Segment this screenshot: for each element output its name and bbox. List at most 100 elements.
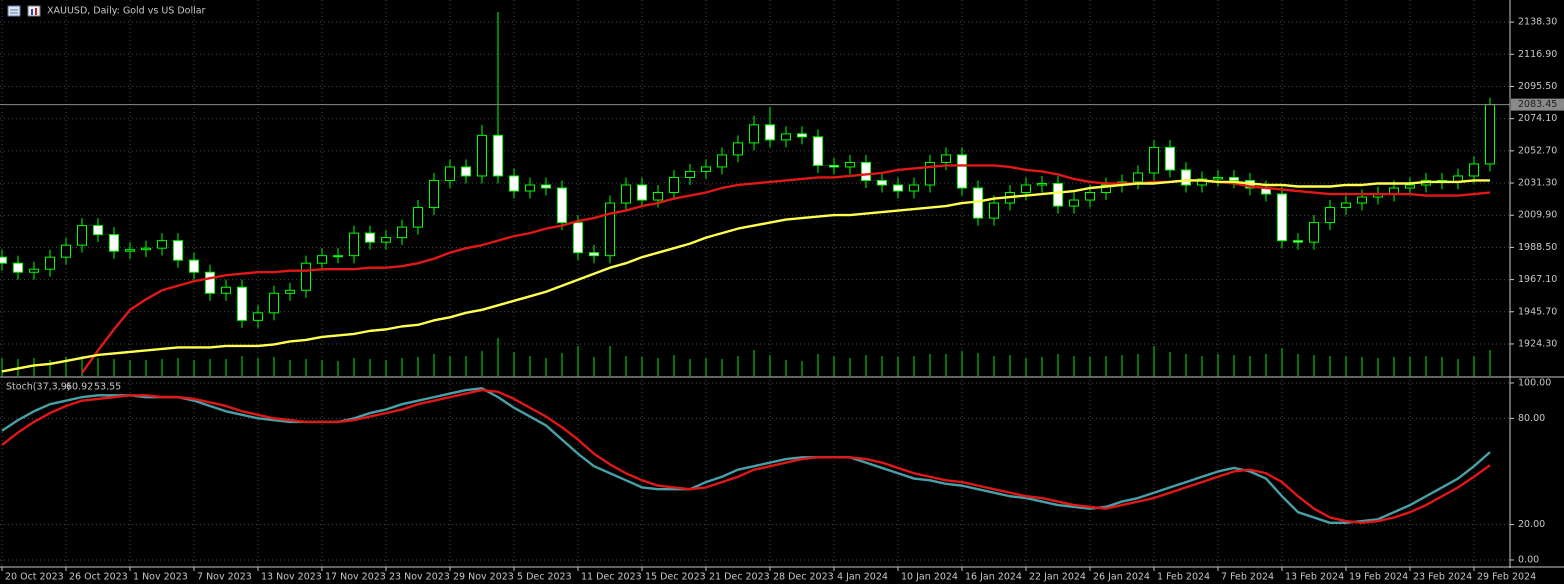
- line-series: [1, 179, 1490, 373]
- x-tick-label: 11 Dec 2023: [581, 572, 642, 583]
- x-tick-label: 26 Jan 2024: [1093, 572, 1150, 583]
- menu-icon[interactable]: [7, 5, 21, 17]
- chart-icon[interactable]: [27, 5, 41, 17]
- candle-body: [1101, 184, 1111, 194]
- x-tick-label: 1 Nov 2023: [133, 572, 188, 583]
- candle-body: [1341, 202, 1351, 209]
- y-tick-label: 1988.50: [1518, 242, 1557, 253]
- y-tick-label: 2074.10: [1518, 113, 1557, 124]
- candle-body: [813, 136, 823, 166]
- y-tick-label: 1945.70: [1518, 306, 1557, 317]
- candle-body: [125, 249, 135, 252]
- candle-body: [637, 184, 647, 201]
- y-tick-label: 1924.30: [1518, 338, 1557, 349]
- candle-body: [0, 256, 7, 264]
- candle-body: [749, 124, 759, 144]
- candle-body: [109, 234, 119, 252]
- candle-body: [957, 154, 967, 189]
- x-tick-label: 5 Dec 2023: [517, 572, 572, 583]
- candle-body: [77, 225, 87, 246]
- x-tick-label: 7 Feb 2024: [1221, 572, 1274, 583]
- current-price-box: [1511, 98, 1564, 111]
- candle-body: [1357, 196, 1367, 204]
- indicator-value: 53.55: [94, 382, 121, 393]
- candle-body: [589, 252, 599, 257]
- candle-body: [845, 161, 855, 168]
- x-tick-label: 29 Feb 2024: [1477, 572, 1536, 583]
- candle-body: [941, 154, 951, 163]
- candle-body: [1037, 182, 1047, 186]
- candle-body: [461, 166, 471, 177]
- y-tick-label: 2138.30: [1518, 17, 1557, 28]
- candle-body: [733, 142, 743, 156]
- candle-body: [1149, 146, 1159, 174]
- candle-body: [349, 232, 359, 257]
- candle-body: [365, 232, 375, 243]
- candle-body: [1325, 207, 1335, 224]
- x-tick-label: 17 Nov 2023: [325, 572, 386, 583]
- chart-title: XAUUSD, Daily: Gold vs US Dollar: [47, 6, 206, 17]
- candle-body: [669, 176, 679, 194]
- candle-body: [1069, 199, 1079, 207]
- candle-body: [765, 124, 775, 141]
- x-tick-label: 22 Jan 2024: [1029, 572, 1086, 583]
- candle-body: [429, 179, 439, 209]
- candle-body: [1053, 182, 1063, 207]
- indicator-title: Stoch(37,3,9): [6, 382, 70, 393]
- candle-body: [573, 222, 583, 254]
- candle-body: [221, 286, 231, 294]
- candle-body: [397, 226, 407, 239]
- candle-body: [45, 256, 55, 270]
- candle-body: [205, 271, 215, 294]
- candle-body: [477, 134, 487, 177]
- candle-body: [1165, 146, 1175, 171]
- chart-icon-bar: [35, 8, 37, 15]
- y-tick-label: 2116.90: [1518, 49, 1557, 60]
- line-series: [81, 164, 1491, 374]
- candle-body: [445, 166, 455, 181]
- candle-body: [1293, 240, 1303, 243]
- candle-body: [909, 184, 919, 192]
- y-tick-label: 0.00: [1518, 554, 1539, 565]
- y-tick-label: 1967.10: [1518, 274, 1557, 285]
- x-tick-label: 13 Nov 2023: [261, 572, 322, 583]
- candle-body: [1133, 172, 1143, 183]
- candle-body: [301, 262, 311, 291]
- candle-body: [1485, 104, 1495, 165]
- candle-body: [893, 184, 903, 192]
- candle-body: [653, 192, 663, 201]
- candle-body: [557, 187, 567, 224]
- candle-body: [141, 247, 151, 251]
- x-tick-label: 28 Dec 2023: [773, 572, 834, 583]
- chart-icon-bar: [31, 9, 33, 15]
- x-tick-label: 20 Oct 2023: [5, 572, 64, 583]
- candle-body: [1469, 163, 1479, 177]
- candle-body: [1181, 169, 1191, 186]
- x-tick-label: 7 Nov 2023: [197, 572, 252, 583]
- x-tick-label: 16 Jan 2024: [965, 572, 1022, 583]
- candle-body: [685, 170, 695, 178]
- candle-body: [1021, 184, 1031, 194]
- y-tick-label: 20.00: [1518, 519, 1545, 530]
- x-tick-label: 23 Nov 2023: [389, 572, 450, 583]
- y-tick-label: 2031.30: [1518, 178, 1557, 189]
- x-tick-label: 29 Nov 2023: [453, 572, 514, 583]
- x-tick-label: 23 Feb 2024: [1413, 572, 1472, 583]
- candle-body: [877, 179, 887, 186]
- candle-body: [829, 164, 839, 168]
- y-tick-label: 80.00: [1518, 413, 1545, 424]
- y-tick-label: 2052.70: [1518, 145, 1557, 156]
- header: XAUUSD, Daily: Gold vs US Dollar Stoch(3…: [6, 5, 206, 393]
- candle-body: [1405, 184, 1415, 189]
- candle-body: [173, 240, 183, 261]
- candle-body: [605, 202, 615, 257]
- indicator-value: 60.92: [66, 382, 93, 393]
- y-tick-label: 2009.90: [1518, 210, 1557, 221]
- candle-body: [413, 207, 423, 228]
- candle-body: [1085, 192, 1095, 201]
- candle-body: [189, 259, 199, 273]
- y-tick-label: 2095.50: [1518, 81, 1557, 92]
